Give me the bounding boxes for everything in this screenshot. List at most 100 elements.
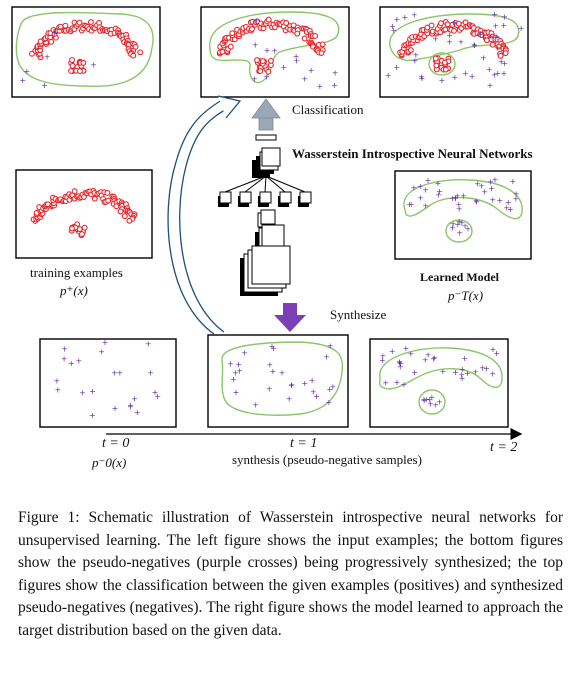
negative-sample-marker: +	[481, 188, 488, 197]
negative-sample-marker: +	[500, 21, 507, 30]
panel-bottom-left: +++++++++++++++++++++ +	[39, 338, 177, 428]
positive-sample-marker	[87, 19, 94, 26]
negative-sample-marker: +	[147, 369, 154, 378]
negative-sample-marker: +	[145, 340, 152, 349]
negative-sample-marker: +	[489, 369, 496, 378]
negative-sample-marker: +	[498, 58, 505, 67]
positive-sample-marker	[441, 59, 448, 66]
negative-sample-marker: +	[411, 11, 418, 20]
positive-sample-marker	[319, 41, 326, 48]
negative-sample-marker: +	[452, 194, 459, 203]
negative-sample-marker: +	[456, 217, 463, 226]
negative-sample-marker: +	[270, 367, 277, 376]
negative-samples: ++++++	[19, 29, 96, 90]
negative-sample-marker: +	[301, 379, 308, 388]
negative-sample-marker: +	[326, 398, 333, 407]
positive-sample-marker	[312, 33, 319, 39]
negative-sample-marker: +	[431, 353, 438, 362]
negative-sample-marker: +	[469, 72, 476, 81]
negative-sample-marker: +	[425, 350, 432, 359]
negative-sample-marker: +	[490, 345, 497, 354]
negative-sample-marker: +	[323, 352, 330, 361]
negative-sample-marker: +	[269, 342, 276, 351]
panel-learned-model: + +++++++++ +++++ ++++++++++++++++ +++++ ++++…	[394, 170, 532, 260]
negative-sample-marker: +	[44, 53, 51, 62]
negative-sample-marker: +	[459, 374, 466, 383]
negative-sample-marker: +	[480, 54, 487, 63]
negative-sample-marker: +	[317, 82, 324, 91]
positive-sample-marker	[271, 24, 278, 31]
negative-sample-marker: +	[456, 228, 463, 237]
negative-sample-marker: +	[68, 359, 75, 368]
negative-sample-marker: +	[473, 197, 480, 206]
negative-sample-marker: +	[401, 380, 408, 389]
negative-sample-marker: +	[513, 189, 520, 198]
negative-sample-marker: +	[41, 81, 48, 90]
positive-sample-marker	[137, 49, 144, 56]
negative-sample-marker: +	[471, 41, 478, 50]
positive-sample-marker	[69, 62, 76, 69]
positive-sample-marker	[57, 23, 64, 30]
negative-sample-marker: +	[464, 369, 471, 378]
negative-sample-marker: +	[394, 378, 401, 387]
negative-sample-marker: +	[288, 381, 295, 390]
negative-sample-marker: +	[390, 26, 397, 35]
network-graphic	[218, 147, 312, 296]
positive-sample-marker	[451, 27, 457, 34]
negative-sample-marker: +	[471, 41, 478, 50]
negative-sample-marker: +	[393, 63, 400, 72]
negative-sample-marker: +	[263, 73, 270, 82]
negative-sample-marker: +	[331, 81, 338, 90]
negative-sample-marker: +	[446, 31, 453, 40]
negative-sample-marker: +	[492, 175, 499, 184]
negative-sample-marker: +	[488, 33, 495, 42]
negative-sample-marker: +	[410, 184, 417, 193]
negative-sample-marker: +	[473, 198, 480, 207]
negative-sample-marker: +	[479, 363, 486, 372]
positive-sample-marker	[76, 19, 83, 26]
negative-sample-marker: +	[459, 365, 466, 374]
negative-sample-marker: +	[397, 362, 404, 371]
negative-sample-marker: +	[423, 395, 430, 404]
negative-sample-marker: +	[382, 379, 389, 388]
negative-sample-marker: +	[131, 394, 138, 403]
negative-sample-marker: +	[417, 194, 424, 203]
negative-sample-marker: +	[326, 385, 333, 394]
positive-sample-marker	[227, 43, 234, 50]
positive-sample-marker	[502, 50, 509, 57]
panel-top-left: ++++++	[11, 6, 161, 98]
negative-sample-marker: +	[134, 408, 141, 417]
negative-sample-marker: +	[75, 356, 82, 365]
negative-sample-marker: +	[419, 74, 426, 83]
positive-sample-marker	[81, 224, 88, 231]
negative-sample-marker: +	[435, 191, 442, 200]
positive-sample-marker	[69, 57, 76, 63]
negative-sample-marker: +	[465, 225, 472, 234]
negative-sample-marker: +	[425, 176, 432, 185]
negative-sample-marker: +	[456, 205, 463, 214]
negative-sample-marker: +	[439, 76, 446, 85]
negative-sample-marker: +	[112, 404, 119, 413]
negative-sample-marker: +	[472, 367, 479, 376]
negative-sample-marker: +	[418, 72, 425, 81]
negative-sample-marker: +	[458, 38, 465, 47]
negative-sample-marker: +	[90, 61, 97, 70]
negative-sample-marker: +	[396, 358, 403, 367]
negative-sample-marker: +	[493, 349, 500, 358]
negative-sample-marker: +	[301, 75, 308, 84]
negative-sample-marker: +	[79, 389, 86, 398]
negative-sample-marker: +	[491, 10, 498, 19]
positive-sample-marker	[71, 188, 78, 195]
positive-sample-marker	[257, 68, 264, 75]
negative-sample-marker: +	[288, 380, 295, 389]
positive-sample-marker	[68, 68, 74, 74]
negative-sample-marker: +	[462, 69, 469, 78]
negative-sample-marker: +	[422, 355, 429, 364]
negative-sample-marker: +	[436, 187, 443, 196]
panel-top-right: +++++++++++++++++++++++++ +++++++++++ + +++	[379, 6, 529, 98]
negative-sample-marker: +	[491, 70, 498, 79]
negative-sample-marker: +	[411, 368, 418, 377]
negative-sample-marker: +	[127, 403, 134, 412]
positive-arc	[29, 19, 144, 61]
positive-sample-marker	[219, 48, 226, 55]
